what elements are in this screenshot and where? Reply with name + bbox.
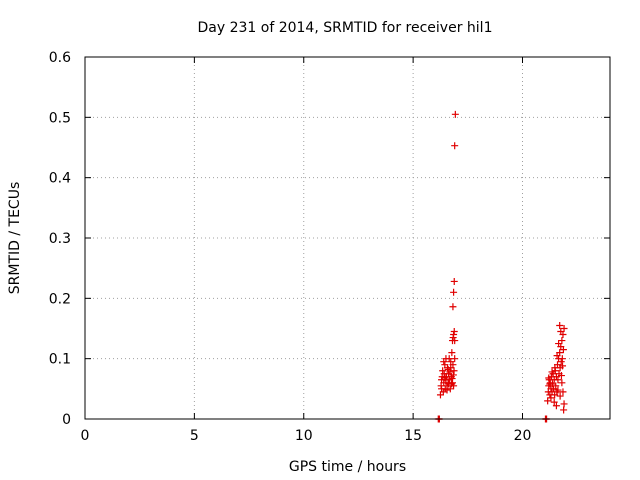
data-point [451, 142, 459, 150]
data-point [451, 110, 459, 118]
data-point [559, 346, 567, 354]
data-point [558, 337, 566, 345]
data-points [434, 110, 568, 423]
data-point [448, 349, 456, 357]
data-point [552, 382, 560, 390]
data-point [550, 398, 558, 406]
x-tick-label: 15 [404, 428, 422, 444]
data-point [449, 371, 457, 379]
data-point [450, 331, 458, 339]
data-point [559, 362, 567, 370]
data-point [446, 385, 454, 393]
data-point [548, 368, 556, 376]
y-tick-label: 0.5 [49, 110, 71, 126]
y-tick-label: 0 [62, 412, 71, 428]
data-point [449, 303, 457, 311]
x-tick-label: 5 [190, 428, 199, 444]
data-point [558, 355, 566, 363]
data-point [450, 277, 458, 285]
data-point [546, 380, 554, 388]
data-point [560, 325, 568, 332]
data-point [451, 337, 459, 345]
x-tick-label: 20 [514, 428, 532, 444]
data-point [448, 380, 456, 388]
data-point [554, 376, 562, 384]
data-point [439, 367, 447, 375]
data-point [442, 355, 450, 363]
grid-lines [85, 57, 610, 419]
y-axis-label: SRMTID / TECUs [7, 182, 23, 295]
y-tick-label: 0.3 [49, 231, 71, 247]
data-point [552, 402, 560, 410]
y-tick-label: 0.2 [49, 291, 71, 307]
y-tick-label: 0.6 [49, 50, 71, 66]
data-point [545, 374, 553, 382]
data-point [559, 388, 567, 396]
data-point [447, 358, 455, 366]
x-tick-label: 0 [81, 428, 90, 444]
data-point [444, 366, 452, 374]
data-point [450, 288, 458, 296]
data-point [556, 392, 564, 400]
data-point [551, 364, 559, 372]
y-tick-label: 0.1 [49, 352, 71, 368]
data-point [555, 340, 563, 348]
data-point [558, 379, 566, 387]
data-point [450, 367, 458, 375]
data-point [560, 406, 568, 414]
data-point [441, 374, 449, 382]
data-point [547, 394, 555, 402]
x-axis-label: GPS time / hours [289, 459, 406, 475]
data-point [554, 386, 562, 394]
data-point [544, 397, 552, 405]
axis-ticks: 0 5 10 15 20 0 0.1 0.2 0.3 0.4 0.5 0.6 [49, 50, 610, 444]
data-point [451, 355, 459, 363]
data-point [557, 358, 565, 366]
data-point [557, 372, 565, 380]
chart-title: Day 231 of 2014, SRMTID for receiver hil… [198, 20, 493, 36]
data-point [450, 328, 458, 336]
data-point [557, 328, 565, 336]
data-point [438, 385, 446, 393]
data-point [553, 352, 561, 360]
data-point [443, 386, 451, 394]
data-point [556, 321, 564, 329]
x-tick-label: 10 [295, 428, 313, 444]
data-point [560, 400, 568, 408]
y-tick-label: 0.4 [49, 171, 71, 187]
